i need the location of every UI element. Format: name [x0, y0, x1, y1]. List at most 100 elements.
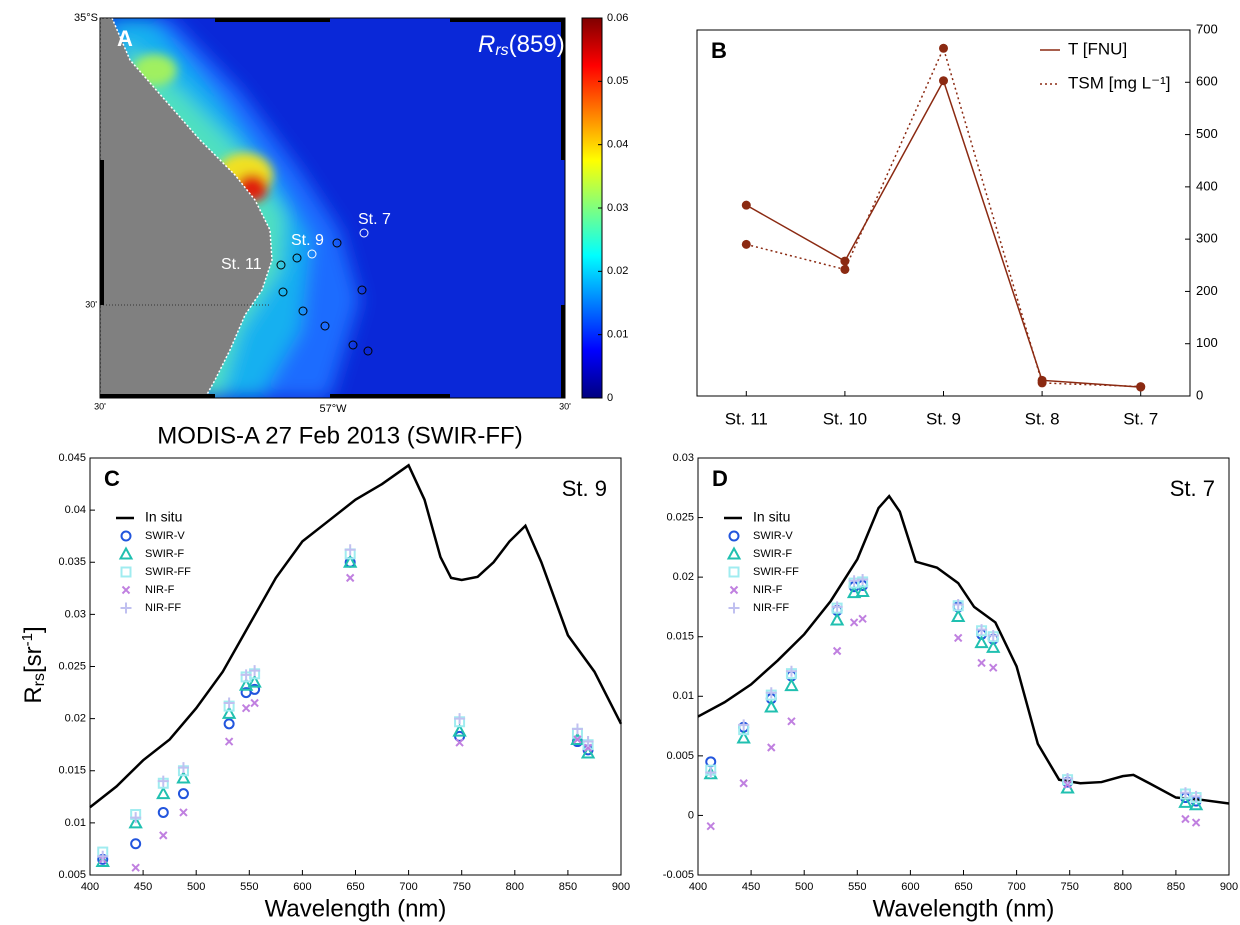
marker-plus: [987, 630, 999, 642]
colorbar-tick-label: 0.01: [607, 329, 628, 341]
marker-triangle: [156, 786, 171, 800]
marker-plus: [223, 697, 235, 709]
marker-x: [455, 738, 464, 747]
marker-x: [583, 743, 593, 753]
annotation-part: (859): [509, 31, 565, 58]
marker-plus: [97, 850, 109, 862]
marker-plus: [454, 713, 466, 725]
marker-plus: [1062, 772, 1074, 784]
x-tick-label: St. 9: [926, 409, 961, 428]
marker-x: [858, 614, 867, 624]
x-tick-label: 500: [187, 881, 205, 893]
y-tick-label: 0.01: [65, 817, 86, 829]
colorbar-tick-label: 0: [607, 392, 613, 404]
marker-x: [179, 808, 188, 817]
y-tick-label: 0.015: [666, 631, 694, 643]
marker-x: [159, 831, 168, 840]
legend-label: NIR-FF: [753, 602, 789, 614]
y-tick-label: 0.045: [58, 452, 86, 464]
y2-tick-label: 100: [1196, 335, 1218, 350]
y2-tick-label: 600: [1196, 74, 1218, 89]
marker-x: [953, 633, 963, 643]
point: [939, 43, 948, 53]
marker-x: [832, 646, 842, 656]
legend-label: TSM [mg L⁻¹]: [1068, 73, 1170, 92]
y-tick-label: 0.025: [666, 511, 694, 523]
marker-triangle: [570, 731, 585, 745]
x-tick-label: 800: [1114, 881, 1132, 893]
legend-marker: [118, 546, 134, 560]
marker-plus: [130, 812, 142, 824]
x-tick-label: 600: [901, 881, 919, 893]
marker-triangle: [846, 585, 862, 599]
legend-label: SWIR-V: [145, 530, 185, 542]
legend-marker: [726, 546, 742, 560]
x-tick-label: 700: [399, 881, 417, 893]
x-tick-label: 850: [1167, 881, 1185, 893]
marker-plus: [831, 601, 843, 613]
marker-triangle: [176, 770, 191, 784]
y-tick-label: 0.035: [58, 556, 86, 568]
legend-label: NIR-FF: [145, 602, 181, 614]
marker-x: [250, 698, 259, 708]
series-line: [746, 46, 1141, 388]
colorbar-tick-label: 0.02: [607, 265, 628, 277]
marker-plus: [765, 687, 777, 699]
marker-plus: [1190, 790, 1202, 802]
marker-x: [241, 703, 251, 713]
panel-label: C: [104, 466, 120, 491]
marker-triangle: [974, 635, 989, 649]
x-tick-label: 650: [346, 881, 364, 893]
panel-annotation: St. 7: [1170, 476, 1215, 501]
x-tick-label: 800: [506, 881, 524, 893]
marker-x: [131, 863, 140, 872]
marker-circle: [177, 788, 189, 800]
map-title: MODIS-A 27 Feb 2013 (SWIR-FF): [157, 422, 522, 449]
point: [840, 264, 850, 274]
colorbar-tick-label: 0.04: [607, 139, 628, 151]
y-tick-label: 0.005: [666, 750, 694, 762]
marker-triangle: [247, 674, 262, 688]
legend-marker: [120, 602, 132, 614]
marker-triangle: [452, 723, 467, 737]
x-tick-label: 450: [134, 881, 152, 893]
lon-label: 30': [559, 401, 571, 411]
x-tick-label: 750: [453, 881, 471, 893]
y2-tick-label: 700: [1196, 21, 1218, 36]
ylabel-part: R: [20, 686, 47, 703]
legend-label: SWIR-FF: [753, 566, 799, 578]
series-line: [89, 463, 623, 809]
colorbar-tick-label: 0.05: [607, 75, 628, 87]
series-line: [697, 494, 1230, 805]
x-tick-label: 600: [293, 881, 311, 893]
y-tick-label: 0.02: [65, 713, 86, 725]
marker-triangle: [128, 815, 143, 829]
marker-triangle: [736, 730, 751, 744]
marker-x: [1181, 814, 1190, 824]
marker-plus: [249, 665, 261, 677]
lon-label: 57°W: [319, 403, 347, 415]
marker-plus: [157, 775, 169, 787]
y-tick-label: 0.01: [673, 690, 694, 702]
series-line: [745, 78, 1141, 388]
x-axis-label: Wavelength (nm): [873, 895, 1055, 922]
panel-annotation: St. 9: [562, 476, 607, 501]
map-annotation: Rrs(859): [478, 31, 565, 59]
legend-label: NIR-F: [753, 584, 783, 596]
station-label: St. 11: [221, 256, 262, 273]
marker-plus: [240, 669, 252, 681]
marker-triangle: [238, 677, 254, 691]
ylabel-part: ]: [20, 626, 47, 633]
y2-tick-label: 300: [1196, 231, 1218, 246]
marker-plus: [738, 719, 750, 731]
x-tick-label: 850: [559, 881, 577, 893]
annotation-part: rs: [495, 42, 508, 59]
x-tick-label: 900: [612, 881, 630, 893]
marker-plus: [857, 574, 869, 586]
x-tick-label: St. 8: [1025, 409, 1060, 428]
ylabel-part: rs: [31, 673, 48, 686]
marker-x: [1063, 780, 1072, 789]
x-axis-label: Wavelength (nm): [265, 895, 447, 922]
marker-triangle: [784, 677, 799, 692]
